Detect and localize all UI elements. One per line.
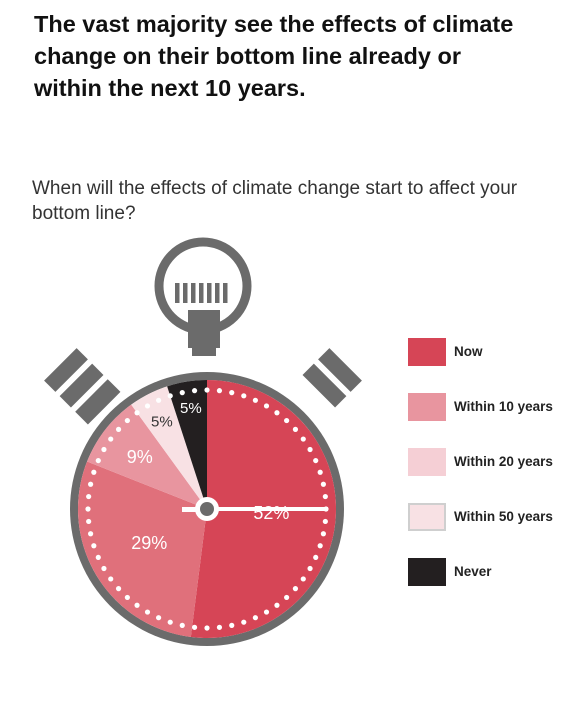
legend-swatch [408, 338, 446, 366]
legend-label: Now [454, 344, 483, 359]
chart-question: When will the effects of climate change … [32, 178, 518, 224]
legend-swatch [408, 448, 446, 476]
legend-item-within-10-years: Within 10 years [408, 391, 566, 423]
legend-label: Never [454, 564, 492, 579]
dial-dots [85, 387, 329, 631]
stopwatch-crown [154, 237, 252, 356]
stopwatch-hands [182, 497, 328, 521]
legend-swatch [408, 558, 446, 586]
slice-label-within-20-years: 9% [127, 447, 153, 467]
pie-slice-within-50-years [131, 386, 207, 509]
slice-label-within-50-years: 5% [151, 413, 173, 430]
stopwatch-right-button [302, 348, 362, 408]
legend-item-never: Never [408, 556, 566, 588]
headline: The vast majority see the effects of cli… [34, 11, 514, 101]
pie-slice-never [167, 380, 207, 509]
legend-label: Within 10 years [454, 399, 553, 414]
slice-label-now: 52% [253, 503, 289, 523]
stopwatch-left-button [44, 348, 121, 425]
legend-item-within-50-years: Within 50 years [408, 501, 566, 533]
legend-swatch [408, 393, 446, 421]
slice-label-within-10-years: 29% [131, 533, 167, 553]
legend-swatch [408, 503, 446, 531]
slice-label-never: 5% [180, 400, 202, 417]
legend-label: Within 50 years [454, 509, 553, 524]
stopwatch-pie-chart: 52% 29% 9% 5% 5% [44, 237, 362, 646]
legend-item-within-20-years: Within 20 years [408, 446, 566, 478]
legend-item-now: Now [408, 336, 566, 368]
pie-slice-within-10-years [77, 461, 208, 637]
legend-label: Within 20 years [454, 454, 553, 469]
